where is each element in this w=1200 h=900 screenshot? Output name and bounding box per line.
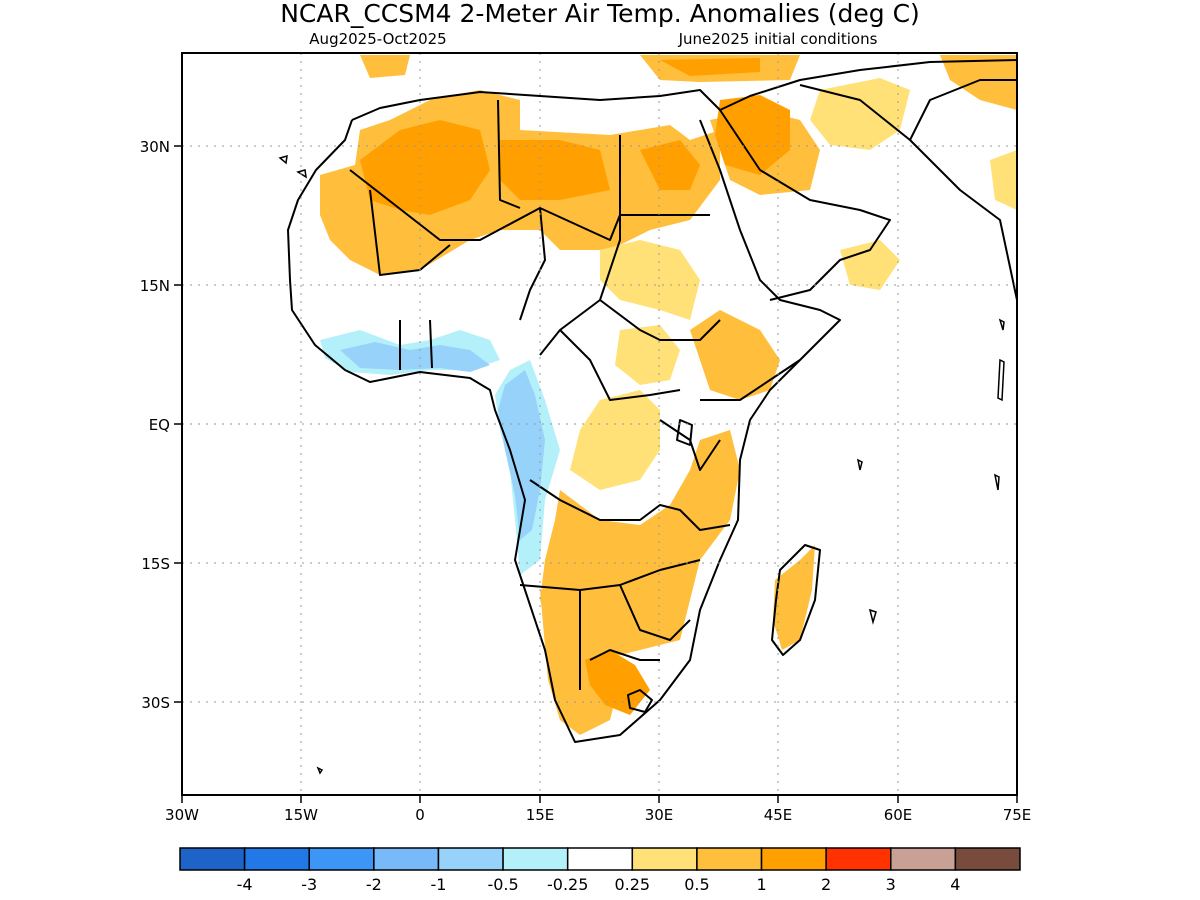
colorbar-swatch [502, 847, 569, 871]
lat-label-30s: 30S [141, 694, 170, 712]
plot-area [182, 53, 1017, 795]
colorbar-swatch [308, 847, 375, 871]
colorbar-swatch [954, 847, 1021, 871]
colorbar-swatch [373, 847, 440, 871]
islands [278, 154, 1005, 775]
lon-label-15w: 15W [284, 806, 318, 824]
lat-label-30n: 30N [140, 138, 170, 156]
lon-label-0: 0 [415, 806, 425, 824]
colorbar-label: 0.25 [614, 875, 650, 894]
colorbar-swatch [760, 847, 827, 871]
axis-ticks [174, 145, 1018, 803]
anomaly-neg-0p5 [340, 342, 545, 540]
latitude-labels: 30N 15N EQ 15S 30S [140, 138, 170, 712]
lon-label-45e: 45E [764, 806, 793, 824]
colorbar-label: -0.5 [487, 875, 518, 894]
colorbar-swatch [825, 847, 892, 871]
anomaly-0p25-0p5 [570, 78, 1017, 490]
init-conditions-label: June2025 initial conditions [678, 30, 878, 48]
colorbar-label: -4 [237, 875, 253, 894]
colorbar-label: -1 [430, 875, 446, 894]
map-title: NCAR_CCSM4 2-Meter Air Temp. Anomalies (… [280, 0, 920, 28]
colorbar-swatch [437, 847, 504, 871]
colorbar-label: -0.25 [547, 875, 588, 894]
colorbar-label: -3 [301, 875, 317, 894]
colorbar: -4 -3 -2 -1 -0.5 -0.25 0.25 0.5 1 2 3 4 [179, 847, 1021, 894]
colorbar-swatch [566, 847, 634, 871]
colorbar-label: 3 [886, 875, 896, 894]
lon-label-60e: 60E [884, 806, 913, 824]
lon-label-30w: 30W [165, 806, 199, 824]
longitude-labels: 30W 15W 0 15E 30E 45E 60E 75E [165, 806, 1031, 824]
colorbar-label: 1 [756, 875, 766, 894]
lon-label-30e: 30E [645, 806, 674, 824]
colorbar-swatch [243, 847, 310, 871]
lon-label-15e: 15E [526, 806, 555, 824]
colorbar-swatch [696, 847, 763, 871]
lat-label-eq: EQ [149, 416, 170, 434]
colorbar-label: 2 [821, 875, 831, 894]
colorbar-swatch [631, 847, 698, 871]
colorbar-label: -2 [366, 875, 382, 894]
anomaly-1-2 [360, 58, 790, 715]
colorbar-label: 4 [950, 875, 960, 894]
coastlines-borders [287, 59, 1017, 743]
colorbar-swatch [890, 847, 957, 871]
lon-label-75e: 75E [1003, 806, 1032, 824]
grid-lines [182, 53, 1017, 795]
colorbar-swatch [179, 847, 246, 871]
lat-label-15n: 15N [140, 277, 170, 295]
colorbar-label: 0.5 [684, 875, 709, 894]
lat-label-15s: 15S [141, 555, 170, 573]
period-label: Aug2025-Oct2025 [309, 30, 446, 48]
